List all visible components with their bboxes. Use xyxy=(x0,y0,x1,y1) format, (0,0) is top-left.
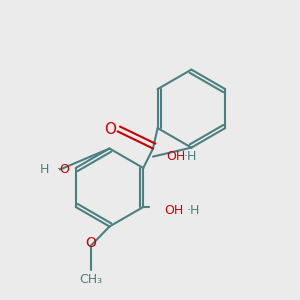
Text: ·H: ·H xyxy=(184,150,197,163)
Text: ·H: ·H xyxy=(187,203,200,217)
Text: ·O: ·O xyxy=(56,163,70,176)
Text: OH: OH xyxy=(166,150,185,163)
Text: CH₃: CH₃ xyxy=(79,273,102,286)
Text: O: O xyxy=(85,236,96,250)
Text: H: H xyxy=(40,163,49,176)
Text: O: O xyxy=(104,122,116,137)
Text: OH: OH xyxy=(164,203,184,217)
